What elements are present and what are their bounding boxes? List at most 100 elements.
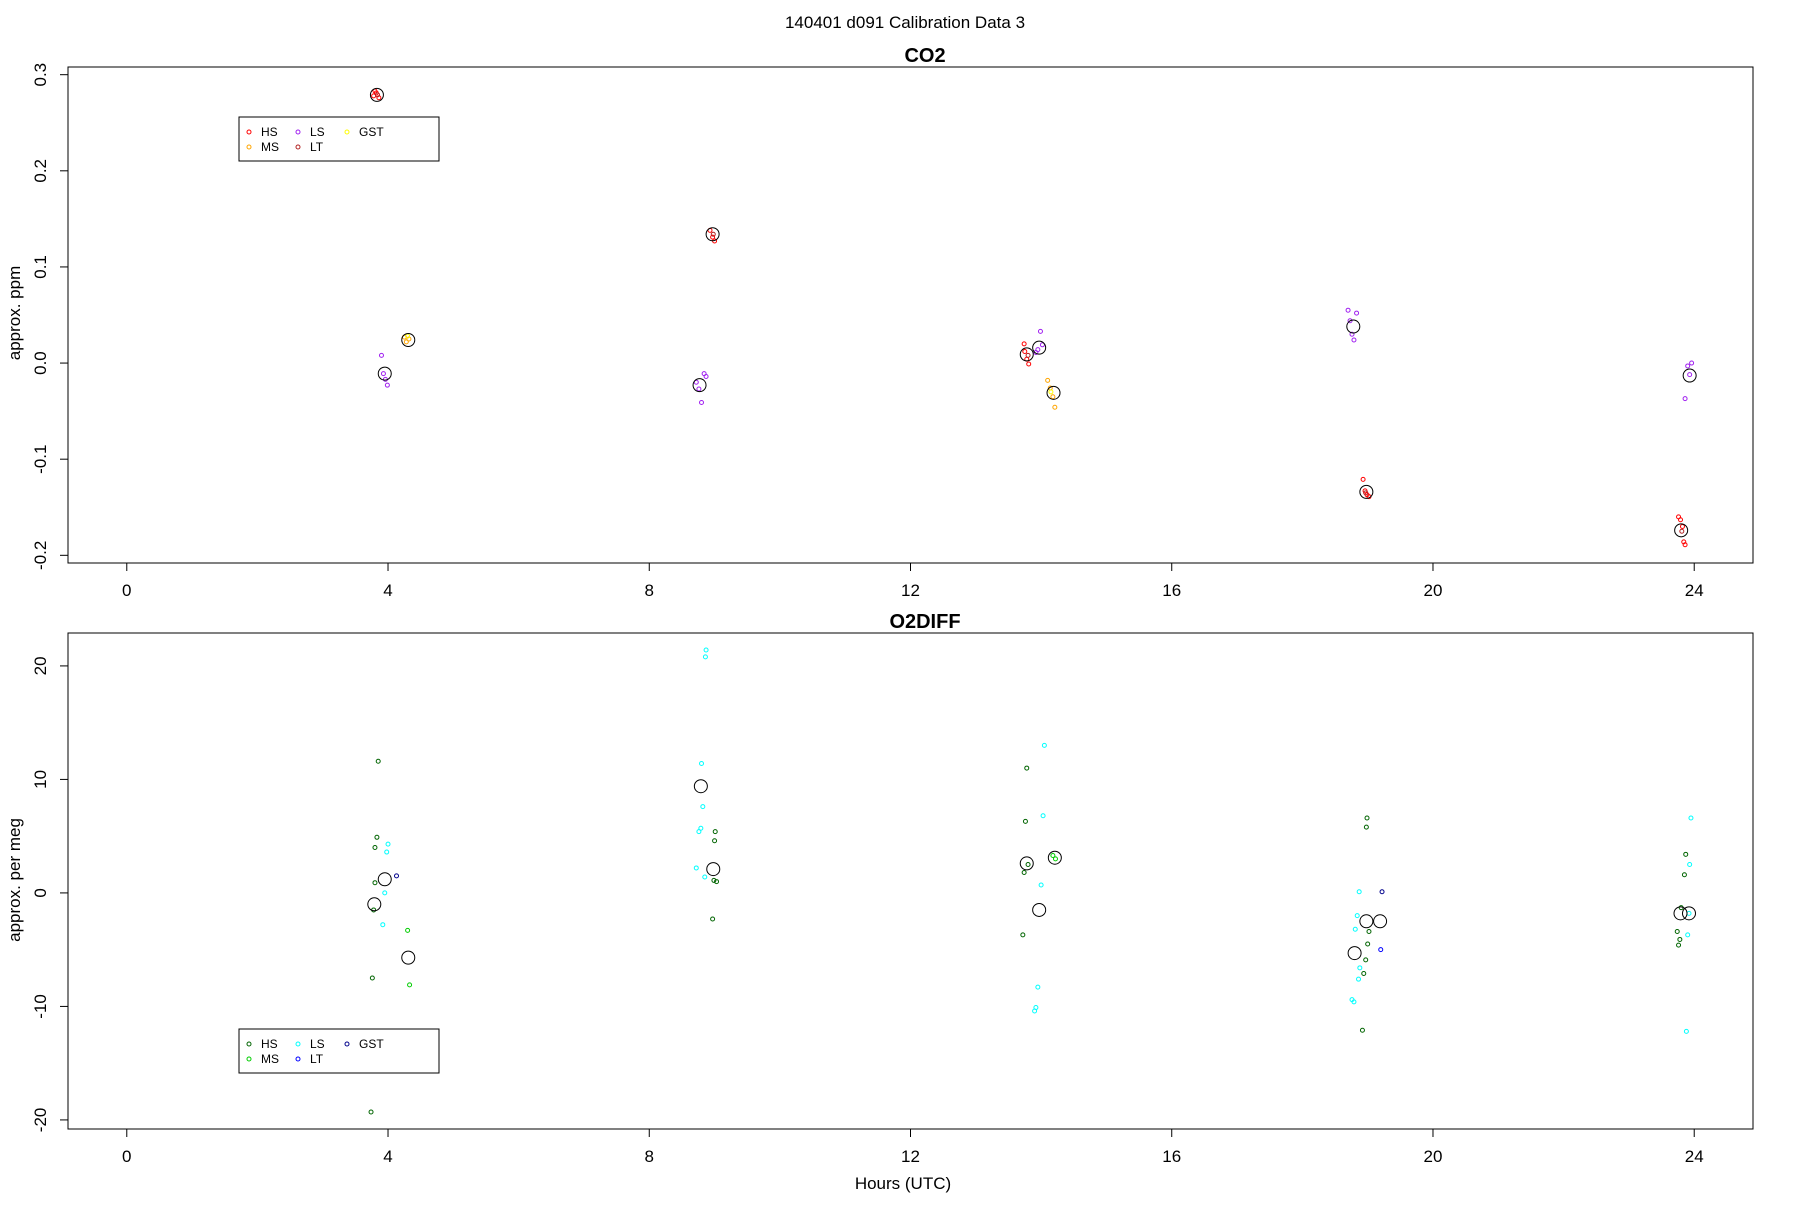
o2diff-point-ls (1686, 910, 1692, 916)
co2-point-ls (699, 399, 705, 405)
o2diff-legend-box (238, 1028, 440, 1074)
co2-point-lt (1679, 528, 1685, 534)
o2diff-point-lt (1378, 947, 1384, 953)
o2diff-x-tick-label: 0 (122, 1147, 131, 1166)
o2diff-point-hs (710, 916, 716, 922)
o2diff-y-axis-label: approx. per meg (5, 818, 24, 942)
co2-y-tick-label: -0.2 (31, 541, 50, 570)
o2diff-point-hs (1022, 818, 1028, 824)
o2diff-point-hs (1024, 765, 1030, 771)
o2diff-point-hs (374, 834, 380, 840)
o2diff-y-axis: -20 -10 0 10 20 (31, 656, 69, 1133)
co2-point-hs (376, 95, 382, 101)
o2diff-x-tick-label: 12 (901, 1147, 920, 1166)
o2diff-x-tick-label: 16 (1162, 1147, 1181, 1166)
co2-series-hs (371, 88, 1688, 548)
co2-point-ms (1045, 377, 1051, 383)
co2-point-ms (1050, 394, 1056, 400)
co2-point-hs (1022, 349, 1028, 355)
o2diff-point-ms (1050, 852, 1056, 858)
co2-x-axis: 0 4 8 12 16 20 24 (122, 562, 1704, 600)
co2-point-hs (1360, 476, 1366, 482)
co2-panel-title: CO2 (904, 45, 945, 67)
co2-legend-label-gst: GST (359, 125, 384, 139)
o2diff-panel-title: O2DIFF (889, 611, 960, 633)
o2diff-point-hs (1364, 815, 1370, 821)
co2-point-hs (1682, 542, 1688, 548)
o2diff-point-hs (1681, 872, 1687, 878)
o2diff-mean-marker (693, 779, 708, 794)
co2-point-hs (1678, 517, 1684, 523)
o2diff-point-ls (1354, 913, 1360, 919)
co2-legend-marker-ms (246, 144, 252, 150)
o2diff-point-ls (1357, 965, 1363, 971)
o2diff-point-ls (385, 841, 391, 847)
co2-x-tick-label: 20 (1424, 581, 1443, 600)
o2diff-point-ls (1040, 813, 1046, 819)
co2-mean-marker (401, 332, 416, 347)
o2diff-mean-marker (1019, 856, 1034, 871)
co2-series-lt (375, 92, 1685, 534)
co2-point-ls (380, 371, 386, 377)
o2diff-series-lt (1378, 947, 1384, 953)
o2diff-point-hs (712, 829, 718, 835)
o2diff-mean-marker (1373, 914, 1388, 929)
o2diff-point-ls (1035, 984, 1041, 990)
o2diff-legend-marker-hs (246, 1041, 252, 1047)
co2-point-ms (1052, 404, 1058, 410)
o2diff-point-ls (700, 804, 706, 810)
o2diff-mean-marker (377, 872, 392, 887)
co2-point-hs (1021, 341, 1027, 347)
o2diff-point-hs (1366, 929, 1372, 935)
o2diff-point-ls (1683, 1028, 1689, 1034)
o2diff-point-hs (1363, 957, 1369, 963)
o2diff-mean-marker (1673, 906, 1688, 921)
o2diff-mean-marker (401, 950, 416, 965)
co2-y-tick-label: 0.0 (31, 351, 50, 375)
co2-point-lt (1025, 352, 1031, 358)
o2diff-legend-marker-ls (295, 1041, 301, 1047)
co2-x-tick-label: 24 (1685, 581, 1704, 600)
co2-point-hs (1681, 539, 1687, 545)
o2diff-point-ls (699, 761, 705, 767)
co2-means (369, 87, 1697, 538)
o2diff-y-tick-label: -20 (31, 1108, 50, 1133)
co2-mean-marker (1674, 523, 1689, 538)
o2diff-point-ls (698, 825, 704, 831)
o2diff-legend-marker-gst (344, 1041, 350, 1047)
co2-x-tick-label: 12 (901, 581, 920, 600)
o2diff-point-gst (394, 873, 400, 879)
o2diff-point-hs (1363, 824, 1369, 830)
o2diff-point-ls (384, 849, 390, 855)
o2diff-point-ls (1687, 862, 1693, 868)
o2diff-x-tick-label: 20 (1424, 1147, 1443, 1166)
co2-point-lt (710, 231, 716, 237)
o2diff-point-hs (1361, 971, 1367, 977)
co2-point-ls (696, 386, 702, 392)
o2diff-point-ls (1356, 889, 1362, 895)
co2-y-tick-label: -0.1 (31, 445, 50, 474)
co2-legend-box (238, 116, 440, 162)
co2-y-axis-label: approx. ppm (5, 266, 24, 361)
o2diff-point-hs (372, 880, 378, 886)
co2-mean-marker (1346, 319, 1361, 334)
o2diff-legend-label-hs: HS (261, 1037, 278, 1051)
o2diff-series-ls (380, 647, 1694, 1034)
co2-series-ls (378, 307, 1695, 405)
o2diff-x-axis: 0 4 8 12 16 20 24 (122, 1128, 1704, 1166)
o2diff-point-ls (1688, 815, 1694, 821)
co2-x-tick-label: 4 (383, 581, 392, 600)
o2diff-legend-marker-ms (246, 1056, 252, 1062)
co2-points (371, 88, 1695, 548)
o2diff-points (368, 647, 1694, 1115)
o2diff-point-ls (1351, 999, 1357, 1005)
co2-legend-label-ls: LS (310, 125, 325, 139)
co2-y-tick-label: 0.3 (31, 63, 50, 87)
o2diff-point-gst (1379, 889, 1385, 895)
co2-mean-marker (1019, 347, 1034, 362)
o2diff-legend-label-ls: LS (310, 1037, 325, 1051)
co2-x-tick-label: 8 (645, 581, 654, 600)
co2-legend-marker-ls (295, 129, 301, 135)
